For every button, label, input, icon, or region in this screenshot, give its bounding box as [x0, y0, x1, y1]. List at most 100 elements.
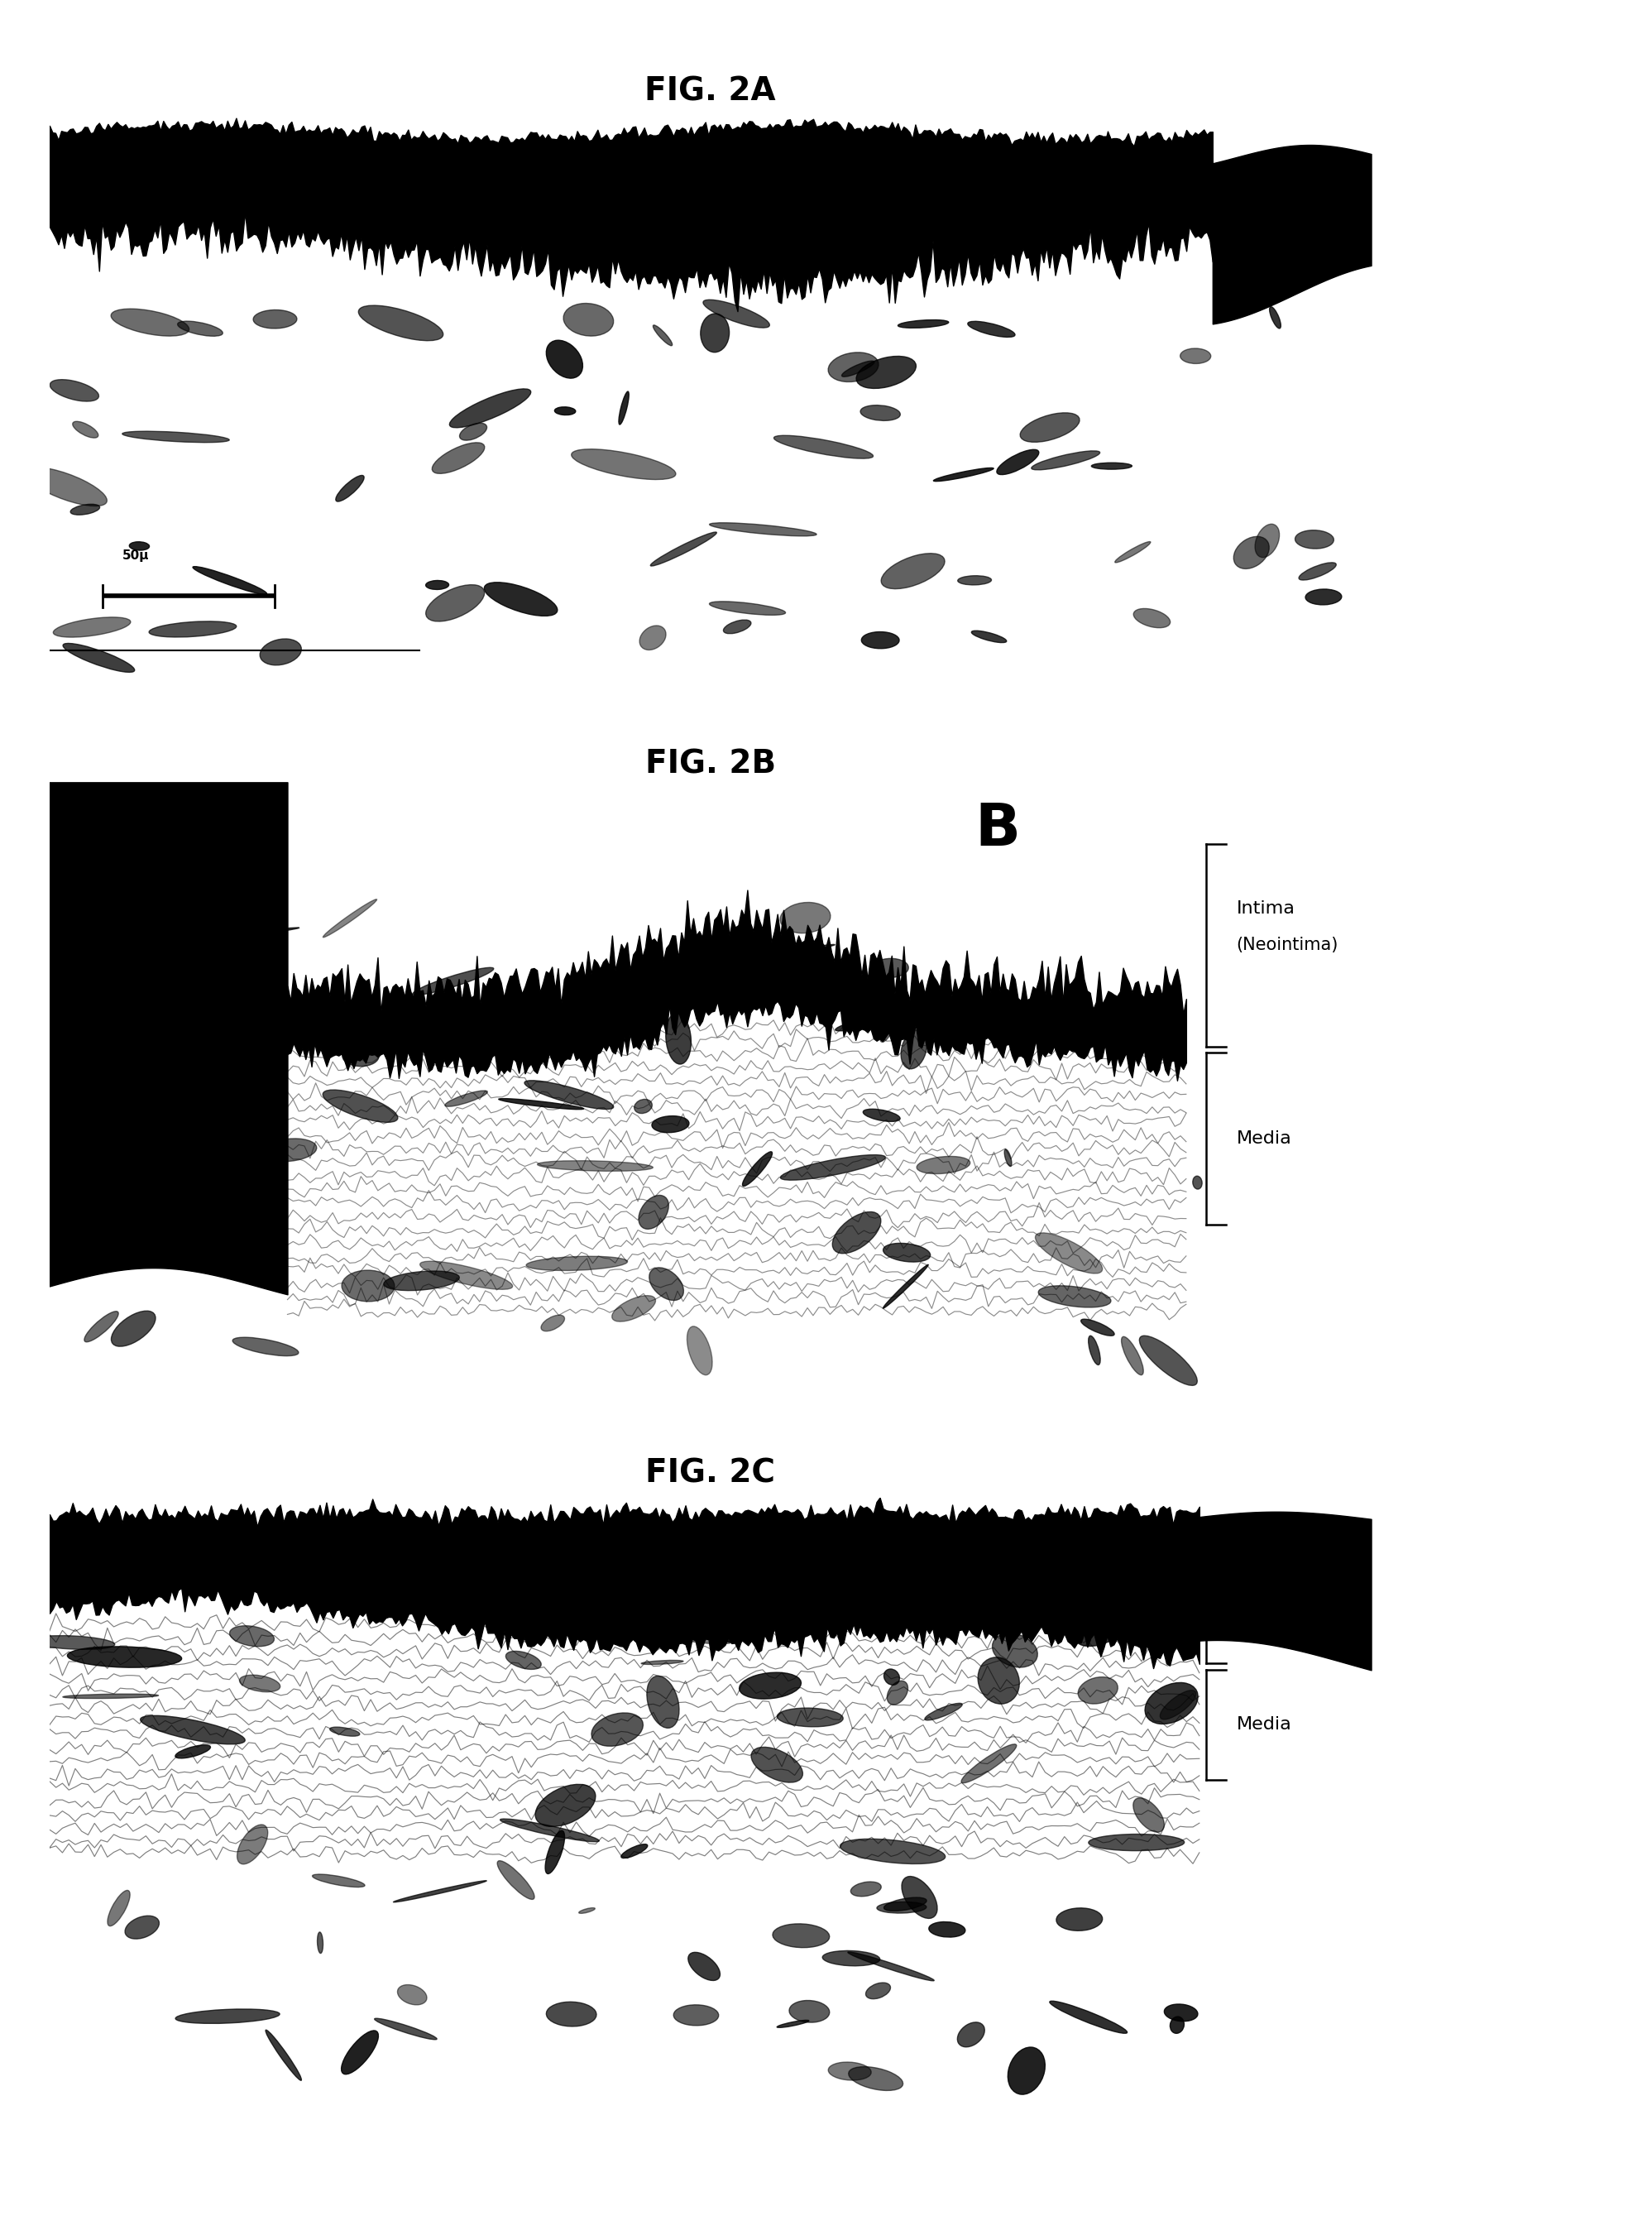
- Ellipse shape: [1056, 1909, 1102, 1931]
- Ellipse shape: [433, 443, 484, 474]
- Ellipse shape: [233, 1337, 299, 1357]
- Ellipse shape: [524, 1080, 613, 1109]
- Ellipse shape: [1180, 349, 1211, 364]
- Ellipse shape: [762, 945, 834, 959]
- Ellipse shape: [68, 1647, 182, 1667]
- Ellipse shape: [335, 476, 363, 501]
- Ellipse shape: [1133, 608, 1170, 628]
- Ellipse shape: [413, 968, 494, 995]
- Ellipse shape: [63, 644, 134, 673]
- Ellipse shape: [1165, 2005, 1198, 2020]
- Ellipse shape: [958, 577, 991, 586]
- Ellipse shape: [1171, 1039, 1186, 1057]
- Ellipse shape: [375, 2018, 436, 2041]
- Ellipse shape: [1075, 1620, 1120, 1647]
- Ellipse shape: [266, 2029, 301, 2081]
- Ellipse shape: [240, 1674, 281, 1692]
- Ellipse shape: [1089, 1337, 1100, 1366]
- Ellipse shape: [933, 467, 993, 481]
- Ellipse shape: [836, 1017, 884, 1030]
- Ellipse shape: [253, 311, 297, 329]
- Ellipse shape: [86, 939, 126, 957]
- Ellipse shape: [1079, 1676, 1118, 1703]
- Ellipse shape: [978, 1656, 1019, 1703]
- Ellipse shape: [849, 2067, 904, 2090]
- Ellipse shape: [695, 1623, 805, 1632]
- Ellipse shape: [631, 1620, 733, 1645]
- Ellipse shape: [641, 1661, 684, 1665]
- Ellipse shape: [689, 1953, 720, 1980]
- Text: Media: Media: [1292, 232, 1346, 248]
- Ellipse shape: [738, 1672, 801, 1699]
- Ellipse shape: [872, 959, 909, 977]
- Ellipse shape: [687, 1325, 712, 1375]
- Ellipse shape: [497, 1862, 535, 1900]
- Ellipse shape: [499, 1100, 583, 1109]
- Ellipse shape: [700, 313, 729, 353]
- Ellipse shape: [928, 1922, 965, 1938]
- Ellipse shape: [259, 639, 301, 666]
- Ellipse shape: [884, 1265, 928, 1307]
- Ellipse shape: [111, 1312, 155, 1345]
- Ellipse shape: [902, 1877, 937, 1918]
- Ellipse shape: [887, 1681, 909, 1705]
- Ellipse shape: [884, 1243, 930, 1263]
- Ellipse shape: [996, 449, 1039, 474]
- Ellipse shape: [1004, 1149, 1011, 1167]
- Ellipse shape: [1170, 2016, 1184, 2034]
- Ellipse shape: [861, 405, 900, 420]
- Ellipse shape: [917, 1155, 970, 1173]
- Ellipse shape: [843, 360, 874, 378]
- Ellipse shape: [651, 532, 717, 565]
- Ellipse shape: [324, 898, 377, 936]
- Ellipse shape: [506, 1652, 542, 1670]
- Ellipse shape: [752, 1748, 803, 1784]
- Ellipse shape: [185, 928, 299, 943]
- Text: FIG. 2A: FIG. 2A: [644, 76, 776, 107]
- Ellipse shape: [724, 619, 752, 635]
- Ellipse shape: [238, 1824, 268, 1864]
- Ellipse shape: [50, 380, 99, 402]
- Ellipse shape: [1092, 463, 1132, 469]
- Ellipse shape: [968, 322, 1014, 337]
- Ellipse shape: [74, 1115, 102, 1160]
- Text: Media: Media: [1236, 1716, 1292, 1732]
- Ellipse shape: [634, 1100, 653, 1113]
- Ellipse shape: [312, 1875, 365, 1886]
- Ellipse shape: [139, 1050, 236, 1080]
- Ellipse shape: [861, 633, 899, 648]
- Ellipse shape: [545, 1830, 565, 1873]
- Text: Media: Media: [1236, 1131, 1292, 1147]
- Ellipse shape: [144, 1057, 206, 1068]
- Ellipse shape: [780, 903, 831, 934]
- Ellipse shape: [971, 630, 1006, 644]
- Ellipse shape: [1115, 541, 1150, 563]
- Ellipse shape: [1140, 1337, 1198, 1386]
- Ellipse shape: [828, 353, 879, 382]
- Ellipse shape: [1097, 1033, 1118, 1044]
- Ellipse shape: [884, 1670, 900, 1685]
- Ellipse shape: [961, 1743, 1016, 1784]
- Ellipse shape: [1039, 1285, 1110, 1307]
- Ellipse shape: [776, 1708, 843, 1728]
- Ellipse shape: [572, 449, 676, 481]
- Ellipse shape: [925, 1703, 961, 1721]
- Ellipse shape: [177, 1147, 218, 1162]
- Ellipse shape: [84, 1312, 119, 1341]
- Ellipse shape: [535, 1784, 596, 1826]
- Ellipse shape: [790, 2000, 829, 2023]
- Ellipse shape: [653, 1115, 689, 1133]
- Ellipse shape: [649, 1267, 684, 1301]
- Text: FIG. 2C: FIG. 2C: [646, 1457, 775, 1489]
- Ellipse shape: [1256, 523, 1279, 557]
- Ellipse shape: [177, 322, 223, 335]
- Ellipse shape: [25, 467, 107, 505]
- Ellipse shape: [111, 308, 188, 335]
- Ellipse shape: [1036, 1234, 1102, 1274]
- Ellipse shape: [104, 1084, 215, 1111]
- Ellipse shape: [851, 1882, 881, 1895]
- Ellipse shape: [884, 1898, 927, 1911]
- Ellipse shape: [1295, 530, 1333, 550]
- Ellipse shape: [704, 299, 770, 329]
- Ellipse shape: [71, 505, 99, 514]
